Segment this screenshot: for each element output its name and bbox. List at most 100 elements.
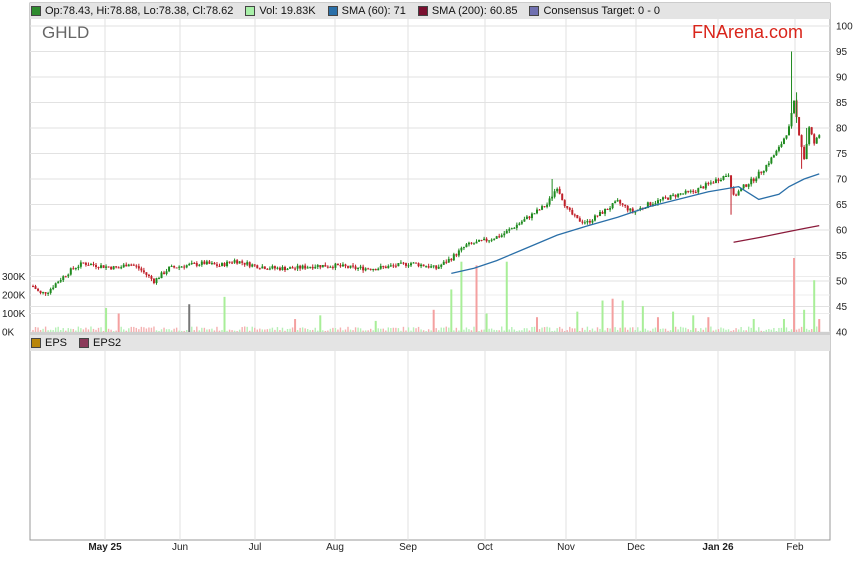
- volume-bar: [140, 326, 143, 332]
- volume-bar: [710, 326, 712, 332]
- volume-bar: [407, 327, 410, 332]
- volume-bar: [604, 330, 606, 332]
- volume-bar: [511, 327, 513, 332]
- date-tick-label: Jun: [172, 542, 188, 553]
- candle-body: [336, 263, 339, 266]
- candle-body: [702, 186, 705, 189]
- price-tick-label: 60: [836, 226, 848, 237]
- candle-body: [44, 292, 47, 294]
- candle-body: [87, 264, 90, 266]
- candle-body: [231, 262, 234, 264]
- candle-body: [664, 197, 667, 199]
- volume-bar: [49, 329, 52, 332]
- volume-bar: [158, 330, 160, 332]
- candle-body: [563, 200, 566, 207]
- volume-bar: [256, 329, 258, 332]
- sma60-line: [451, 173, 820, 274]
- volume-bar: [60, 329, 62, 332]
- candle-body: [39, 290, 42, 294]
- candle-body: [135, 265, 138, 267]
- volume-bar: [443, 327, 445, 332]
- date-tick-label: May 25: [88, 542, 122, 553]
- volume-bar: [80, 328, 82, 332]
- candle-body: [601, 211, 604, 214]
- candle-body: [478, 239, 481, 242]
- volume-bar: [47, 330, 49, 332]
- candle-body: [389, 265, 392, 267]
- volume-bar: [337, 329, 339, 332]
- volume-bar: [228, 329, 231, 332]
- volume-bar: [115, 330, 117, 332]
- candle-body: [480, 239, 483, 241]
- candle-body: [314, 266, 317, 269]
- candle-body: [631, 208, 634, 213]
- volume-bar: [546, 326, 548, 332]
- candle-body: [727, 175, 730, 177]
- candle-body: [719, 179, 722, 181]
- volume-bar: [465, 327, 468, 332]
- eps-swatch: [31, 338, 41, 348]
- volume-bar: [810, 329, 813, 332]
- candle-body: [775, 150, 778, 156]
- volume-spike: [803, 309, 806, 332]
- volume-bar: [750, 327, 752, 332]
- volume-bar: [679, 326, 682, 332]
- candle-body: [284, 266, 286, 271]
- candle-body: [475, 241, 478, 244]
- candle-body: [125, 264, 128, 267]
- volume-bar: [775, 330, 778, 332]
- candle-body: [606, 208, 609, 210]
- candle-body: [745, 184, 748, 187]
- price-tick-label: 90: [836, 73, 848, 84]
- candle-body: [586, 220, 589, 223]
- volume-bar: [150, 327, 153, 332]
- candle-body: [243, 262, 246, 265]
- volume-bar: [800, 326, 803, 332]
- legend-item-eps2: EPS2: [79, 337, 121, 349]
- volume-bar: [148, 327, 150, 332]
- volume-bar: [616, 329, 619, 332]
- candle-body: [57, 281, 60, 284]
- candle-body: [722, 176, 725, 180]
- candle-body: [513, 227, 516, 229]
- volume-bar: [120, 326, 122, 332]
- volume-bar: [362, 330, 364, 332]
- volume-bar: [528, 330, 531, 332]
- candle-body: [190, 262, 193, 264]
- volume-spike: [818, 319, 821, 332]
- volume-bar: [138, 329, 140, 332]
- candle-body: [626, 205, 629, 211]
- candle-body: [377, 268, 380, 271]
- candle-body: [140, 268, 143, 271]
- volume-bar: [226, 330, 228, 332]
- candle-body: [546, 204, 549, 207]
- candle-body: [107, 266, 110, 268]
- candle-body: [674, 194, 677, 197]
- volume-bar: [662, 328, 664, 332]
- volume-bar: [697, 330, 699, 332]
- candle-body: [798, 117, 801, 136]
- volume-bar: [632, 327, 634, 332]
- candle-body: [697, 188, 700, 193]
- candle-body: [533, 213, 536, 215]
- candle-body: [699, 186, 702, 189]
- candle-body: [490, 239, 493, 241]
- volume-bar: [397, 328, 400, 332]
- candle-body: [326, 266, 329, 268]
- volume-bar: [780, 327, 783, 332]
- legend: Op:78.43, Hi:78.88, Lo:78.38, Cl:78.62 V…: [31, 3, 829, 18]
- candle-body: [347, 266, 349, 268]
- candle-body: [561, 193, 564, 201]
- candle-body: [268, 268, 271, 270]
- volume-bar: [596, 327, 599, 332]
- volume-bar: [480, 329, 483, 332]
- candle-body: [266, 268, 269, 270]
- candle-body: [359, 266, 362, 268]
- candle-body: [152, 278, 155, 284]
- price-candles: [32, 51, 821, 296]
- candle-body: [273, 266, 276, 269]
- volume-bar: [274, 329, 276, 332]
- volume-bar: [304, 328, 306, 332]
- candle-body: [543, 206, 546, 208]
- candle-body: [34, 286, 37, 289]
